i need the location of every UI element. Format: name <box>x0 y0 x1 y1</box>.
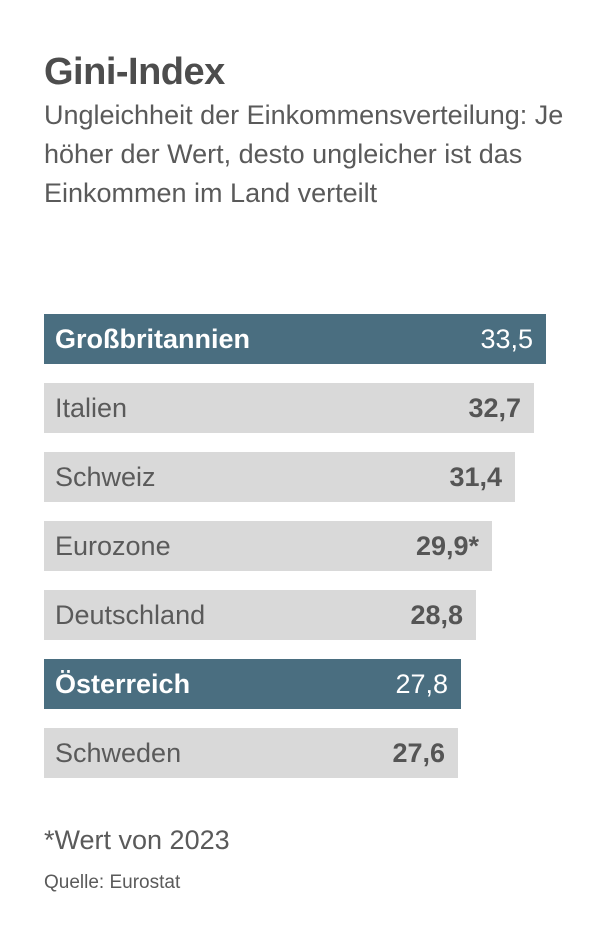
bar-chart: Großbritannien 33,5 Italien 32,7 Schweiz 31,4… <box>44 314 554 784</box>
bar-3: Eurozone 29,9* <box>44 521 492 571</box>
bar-label: Deutschland <box>55 600 206 630</box>
footnote: *Wert von 2023 <box>44 825 230 855</box>
bar-1: Italien 32,7 <box>44 383 534 433</box>
bar-2: Schweiz 31,4 <box>44 452 515 502</box>
bar-label: Eurozone <box>55 531 171 561</box>
bar-4: Deutschland 28,8 <box>44 590 476 640</box>
bar-6: Schweden 27,6 <box>44 728 458 778</box>
bar-label: Österreich <box>55 669 191 699</box>
chart-title: Gini-Index <box>44 51 225 93</box>
bar-value-label: 29,9* <box>415 531 479 561</box>
bar-value-label: 31,4 <box>449 462 502 492</box>
bar-label: Schweiz <box>55 462 156 492</box>
bar-label: Großbritannien <box>55 324 250 354</box>
source-note: Quelle: Eurostat <box>44 872 181 893</box>
bar-0: Großbritannien 33,5 <box>44 314 546 364</box>
bar-value-label: 33,5 <box>480 324 533 354</box>
bar-label: Schweden <box>55 738 182 768</box>
chart-subtitle: Ungleichheit der Einkommensverteilung: J… <box>44 100 564 208</box>
bar-5: Österreich 27,8 <box>44 659 461 709</box>
bar-value-label: 27,6 <box>392 738 445 768</box>
bar-value-label: 32,7 <box>468 393 521 423</box>
bar-value-label: 28,8 <box>410 600 463 630</box>
bar-label: Italien <box>55 393 128 423</box>
bar-value-label: 27,8 <box>395 669 448 699</box>
